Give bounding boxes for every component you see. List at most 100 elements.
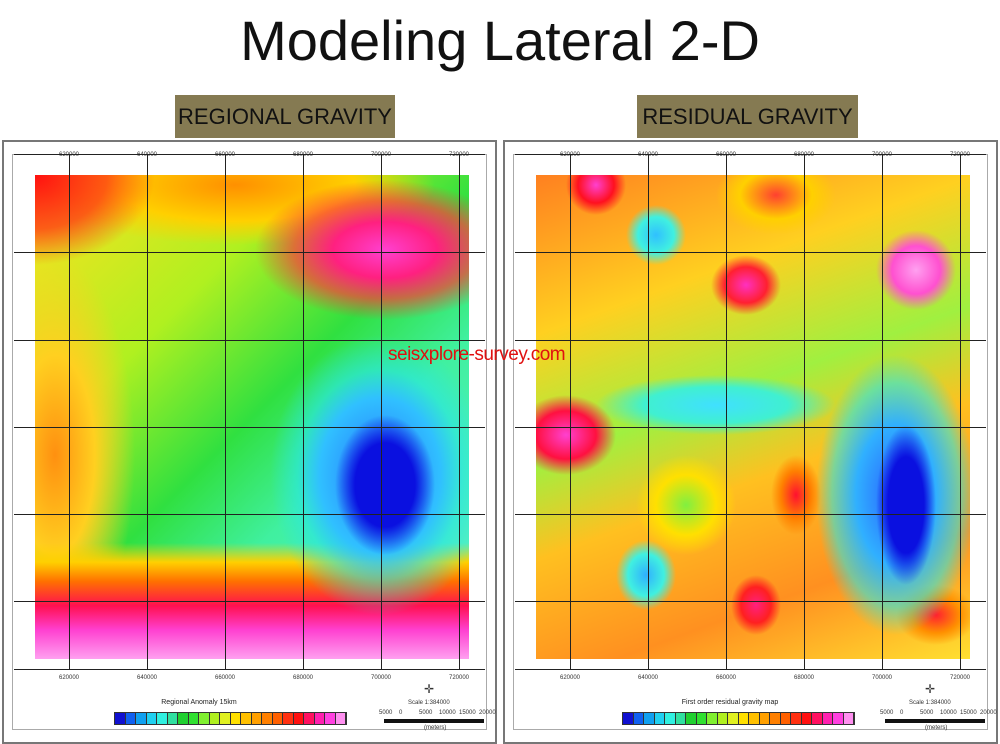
grid-line-vertical — [147, 154, 148, 670]
legend-swatch — [780, 713, 791, 724]
legend-title: First order residual gravity map — [681, 699, 779, 706]
x-tick-label-bottom: 660000 — [715, 675, 737, 681]
x-tick-label-bottom: 680000 — [292, 675, 314, 681]
scale-tick-label: 10000 — [439, 710, 456, 716]
legend-swatch — [707, 713, 718, 724]
color-legend-bar — [622, 712, 855, 725]
grid-line-horizontal — [515, 252, 986, 253]
map-grid — [515, 154, 986, 670]
legend-swatch — [654, 713, 665, 724]
x-tick-label-bottom: 620000 — [58, 675, 80, 681]
north-arrow-icon: ✛ — [925, 682, 936, 696]
legend-swatch — [770, 713, 781, 724]
legend-swatch — [738, 713, 749, 724]
legend-swatch — [178, 713, 189, 724]
grid-line-vertical — [459, 154, 460, 670]
grid-line-vertical — [225, 154, 226, 670]
legend-swatch — [728, 713, 739, 724]
legend-swatch — [283, 713, 294, 724]
legend-swatch — [146, 713, 157, 724]
regional-gravity-label: REGIONAL GRAVITY — [175, 95, 395, 138]
legend-swatch — [262, 713, 273, 724]
watermark: seisxplore-survey.com — [388, 344, 566, 365]
scale-tick-label: 15000 — [459, 710, 476, 716]
grid-line-horizontal — [515, 340, 986, 341]
legend-swatch — [759, 713, 770, 724]
legend-swatch — [633, 713, 644, 724]
scale-text: Scale 1:384000 — [408, 700, 450, 706]
grid-line-horizontal — [14, 427, 485, 428]
scale-tick-label: 5000 — [880, 710, 894, 716]
regional-gravity-map-panel: 6200006200006400006400006600006600006800… — [2, 140, 497, 744]
legend-swatch — [665, 713, 676, 724]
scale-tick-label: 20000 — [980, 710, 997, 716]
legend-swatch — [749, 713, 760, 724]
grid-line-vertical — [570, 154, 571, 670]
grid-line-vertical — [726, 154, 727, 670]
legend-swatch — [136, 713, 147, 724]
legend-swatch — [314, 713, 325, 724]
x-tick-label-bottom: 720000 — [949, 675, 971, 681]
grid-line-horizontal — [14, 340, 485, 341]
legend-swatch — [115, 713, 126, 724]
grid-line-vertical — [804, 154, 805, 670]
grid-line-horizontal — [515, 427, 986, 428]
legend-swatch — [791, 713, 802, 724]
legend-swatch — [623, 713, 634, 724]
legend-swatch — [209, 713, 220, 724]
legend-swatch — [812, 713, 823, 724]
grid-line-vertical — [69, 154, 70, 670]
scale-tick-label: 5000 — [920, 710, 934, 716]
residual-gravity-heatmap — [536, 175, 970, 659]
scale-tick-label: 5000 — [419, 710, 433, 716]
north-arrow-icon: ✛ — [424, 682, 435, 696]
legend-swatch — [167, 713, 178, 724]
grid-line-horizontal — [515, 601, 986, 602]
grid-line-vertical — [648, 154, 649, 670]
scale-bar — [384, 719, 484, 723]
scale-units: (meters) — [925, 725, 948, 731]
residual-gravity-map-panel: 6200006200006400006400006600006600006800… — [503, 140, 998, 744]
grid-line-vertical — [882, 154, 883, 670]
legend-swatch — [293, 713, 304, 724]
legend-swatch — [304, 713, 315, 724]
regional-gravity-heatmap — [35, 175, 469, 659]
x-tick-label-bottom: 660000 — [214, 675, 236, 681]
scale-tick-label: 0 — [900, 710, 904, 716]
color-legend-bar — [114, 712, 347, 725]
scale-text: Scale 1:384000 — [909, 700, 951, 706]
legend-swatch — [335, 713, 346, 724]
scale-tick-label: 0 — [399, 710, 403, 716]
grid-line-horizontal — [14, 514, 485, 515]
legend-swatch — [644, 713, 655, 724]
legend-swatch — [220, 713, 231, 724]
legend-swatch — [696, 713, 707, 724]
legend-swatch — [251, 713, 262, 724]
x-tick-label-bottom: 720000 — [448, 675, 470, 681]
scale-tick-label: 20000 — [479, 710, 496, 716]
map-grid — [14, 154, 485, 670]
residual-gravity-label: RESIDUAL GRAVITY — [637, 95, 858, 138]
grid-line-horizontal — [14, 601, 485, 602]
scale-tick-label: 15000 — [960, 710, 977, 716]
x-tick-label-bottom: 700000 — [871, 675, 893, 681]
legend-swatch — [717, 713, 728, 724]
legend-swatch — [188, 713, 199, 724]
x-tick-label-bottom: 700000 — [370, 675, 392, 681]
slide-title: Modeling Lateral 2-D — [240, 9, 760, 72]
legend-swatch — [675, 713, 686, 724]
legend-swatch — [325, 713, 336, 724]
grid-line-vertical — [381, 154, 382, 670]
scale-units: (meters) — [424, 725, 447, 731]
legend-swatch — [230, 713, 241, 724]
legend-swatch — [822, 713, 833, 724]
x-tick-label-bottom: 640000 — [637, 675, 659, 681]
scale-tick-label: 5000 — [379, 710, 393, 716]
x-tick-label-bottom: 640000 — [136, 675, 158, 681]
grid-line-vertical — [960, 154, 961, 670]
legend-title: Regional Anomaly 15km — [161, 699, 237, 706]
grid-line-horizontal — [515, 514, 986, 515]
legend-swatch — [125, 713, 136, 724]
legend-swatch — [272, 713, 283, 724]
legend-swatch — [157, 713, 168, 724]
